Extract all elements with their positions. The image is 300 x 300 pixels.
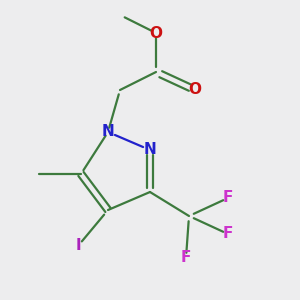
Text: F: F: [223, 226, 233, 242]
Text: F: F: [223, 190, 233, 206]
Text: N: N: [144, 142, 156, 158]
Text: O: O: [149, 26, 163, 40]
Text: F: F: [181, 250, 191, 266]
Text: N: N: [102, 124, 114, 140]
Text: O: O: [188, 82, 202, 98]
Text: I: I: [75, 238, 81, 253]
